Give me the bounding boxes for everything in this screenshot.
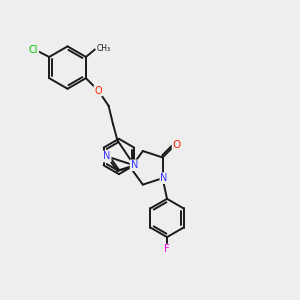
Text: O: O [172,140,181,150]
Text: N: N [130,160,138,170]
Text: F: F [164,244,170,254]
Text: Cl: Cl [29,45,38,55]
Text: N: N [160,173,168,183]
Text: O: O [94,85,102,95]
Text: N: N [103,152,111,161]
Text: CH₃: CH₃ [96,44,110,52]
